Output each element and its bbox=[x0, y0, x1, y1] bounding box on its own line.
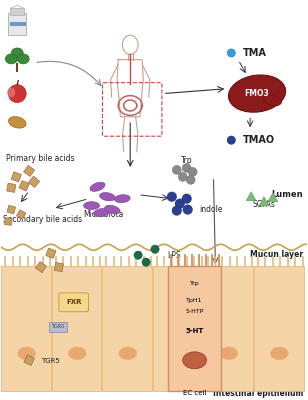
Text: FMO3: FMO3 bbox=[245, 89, 270, 98]
Ellipse shape bbox=[68, 347, 86, 360]
Ellipse shape bbox=[9, 116, 26, 128]
Circle shape bbox=[227, 136, 236, 145]
Text: EC cell: EC cell bbox=[183, 390, 206, 396]
Ellipse shape bbox=[11, 48, 23, 58]
Text: Trp: Trp bbox=[181, 156, 192, 164]
Ellipse shape bbox=[169, 347, 187, 360]
Bar bbox=[52, 266, 101, 391]
Ellipse shape bbox=[105, 205, 120, 214]
Polygon shape bbox=[24, 166, 35, 176]
Ellipse shape bbox=[270, 347, 288, 360]
Text: TGR5: TGR5 bbox=[41, 358, 60, 364]
Bar bbox=[2, 266, 51, 391]
Text: FXR: FXR bbox=[66, 299, 82, 305]
Bar bbox=[49, 322, 67, 332]
Bar bbox=[204, 266, 253, 391]
Polygon shape bbox=[35, 262, 47, 273]
Polygon shape bbox=[246, 192, 256, 201]
Circle shape bbox=[183, 205, 192, 214]
Text: TpH1: TpH1 bbox=[186, 298, 203, 303]
Circle shape bbox=[142, 258, 150, 266]
Polygon shape bbox=[5, 218, 12, 225]
Circle shape bbox=[134, 251, 142, 259]
Circle shape bbox=[227, 48, 236, 58]
Polygon shape bbox=[24, 355, 34, 366]
Text: indole: indole bbox=[200, 205, 223, 214]
Ellipse shape bbox=[114, 195, 130, 203]
Polygon shape bbox=[29, 176, 40, 188]
Bar bbox=[8, 13, 26, 35]
Ellipse shape bbox=[183, 352, 207, 369]
Circle shape bbox=[178, 172, 187, 181]
Bar bbox=[153, 266, 203, 391]
Text: SCFAs: SCFAs bbox=[253, 200, 275, 209]
Ellipse shape bbox=[220, 347, 238, 360]
Bar bbox=[254, 266, 304, 391]
Polygon shape bbox=[7, 183, 16, 192]
Polygon shape bbox=[259, 197, 269, 206]
Circle shape bbox=[182, 194, 192, 204]
Text: Microbiota: Microbiota bbox=[83, 210, 124, 219]
Polygon shape bbox=[11, 172, 21, 182]
Text: Lumen: Lumen bbox=[271, 190, 303, 199]
Circle shape bbox=[167, 192, 176, 202]
Polygon shape bbox=[54, 262, 63, 272]
Ellipse shape bbox=[94, 208, 109, 217]
Text: TMA: TMA bbox=[243, 48, 267, 58]
Ellipse shape bbox=[5, 54, 17, 64]
Circle shape bbox=[172, 206, 181, 215]
Text: TMAO: TMAO bbox=[243, 135, 275, 145]
Text: Intestinal epithelium: Intestinal epithelium bbox=[213, 388, 304, 398]
Polygon shape bbox=[268, 193, 278, 202]
Polygon shape bbox=[7, 205, 15, 214]
Polygon shape bbox=[16, 210, 26, 219]
Ellipse shape bbox=[8, 85, 26, 102]
Circle shape bbox=[182, 164, 191, 172]
Ellipse shape bbox=[99, 192, 115, 201]
Circle shape bbox=[186, 175, 195, 184]
Text: 5-HT: 5-HT bbox=[185, 328, 204, 334]
Ellipse shape bbox=[84, 202, 99, 210]
FancyBboxPatch shape bbox=[59, 293, 89, 312]
Ellipse shape bbox=[17, 54, 29, 64]
Polygon shape bbox=[46, 248, 56, 258]
Text: TGR5: TGR5 bbox=[51, 324, 64, 329]
Text: Secondary bile acids: Secondary bile acids bbox=[3, 215, 83, 224]
Bar bbox=[103, 266, 152, 391]
Bar bbox=[168, 266, 221, 391]
Text: 5-HTP: 5-HTP bbox=[185, 309, 204, 314]
Ellipse shape bbox=[90, 182, 105, 191]
Text: Primary bile acids: Primary bile acids bbox=[6, 154, 75, 162]
Ellipse shape bbox=[7, 88, 15, 98]
Ellipse shape bbox=[119, 347, 137, 360]
Ellipse shape bbox=[229, 75, 286, 112]
Text: Mucun layer: Mucun layer bbox=[249, 250, 303, 259]
Circle shape bbox=[175, 199, 184, 208]
Circle shape bbox=[151, 245, 159, 254]
Circle shape bbox=[172, 166, 181, 174]
Bar bbox=[10, 8, 24, 15]
Text: Trp: Trp bbox=[190, 282, 200, 286]
Text: LPS: LPS bbox=[167, 251, 180, 260]
Polygon shape bbox=[19, 180, 30, 191]
Bar bbox=[10, 22, 26, 26]
Ellipse shape bbox=[264, 95, 282, 106]
Circle shape bbox=[188, 168, 197, 176]
Ellipse shape bbox=[18, 347, 36, 360]
